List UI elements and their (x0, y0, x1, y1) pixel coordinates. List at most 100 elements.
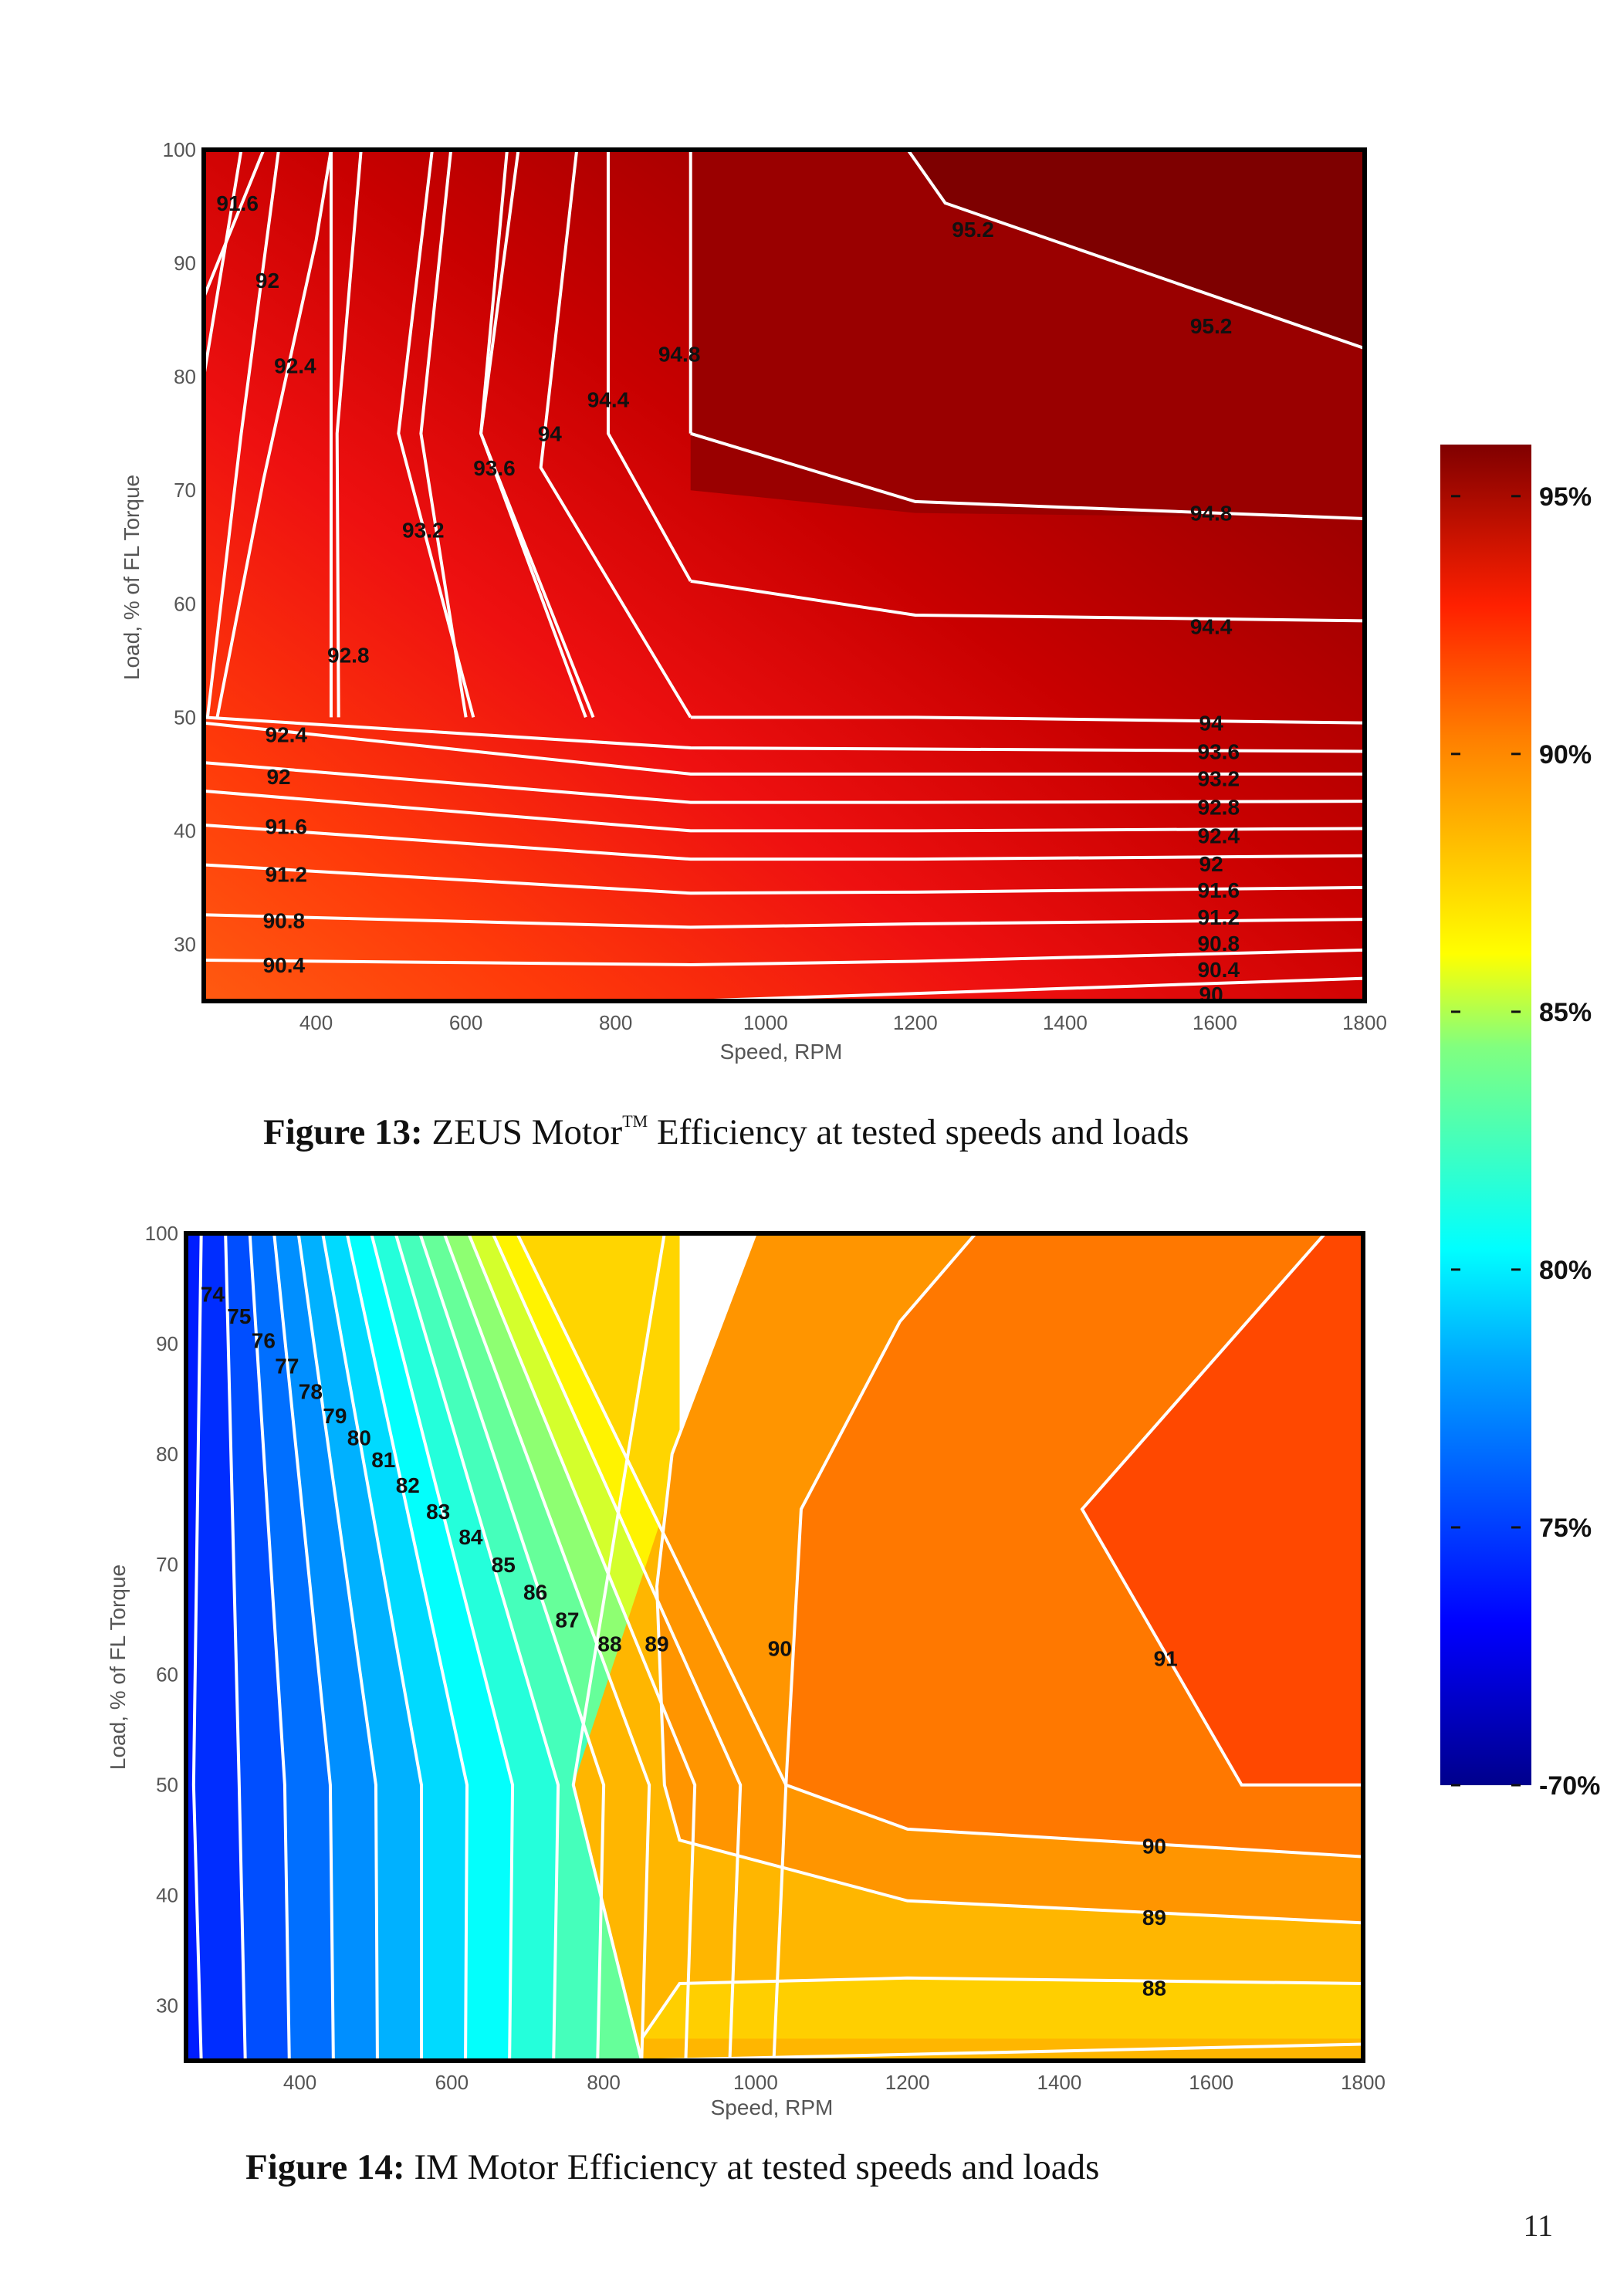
colorbar-tick-label: 80% (1539, 1256, 1592, 1285)
colorbar-ticks: 95% 90% 85% 80% 75% -70% (1451, 482, 1600, 1801)
y-tick-label: 60 (174, 592, 196, 615)
contour-line (606, 150, 692, 582)
contour-line (479, 150, 595, 719)
contour-label: 92 (1199, 852, 1223, 876)
colorbar-tick-label: 95% (1539, 482, 1592, 512)
contour-label: 91.6 (216, 191, 259, 215)
contour-line (539, 150, 692, 719)
contour-fill (323, 1233, 468, 2061)
colorbar-tick-label: 85% (1539, 998, 1592, 1027)
contour-line (1080, 1233, 1363, 1787)
contour-label: 90.4 (263, 953, 306, 977)
contour-line (204, 789, 1365, 833)
contour-fill (249, 1233, 333, 2061)
contour-label: 93.2 (402, 519, 445, 543)
x-axis-label: Speed, RPM (711, 2095, 834, 2119)
contour-line (690, 579, 1365, 623)
plot-frame (184, 1231, 1365, 2063)
contour-label: 93.2 (1198, 767, 1240, 791)
contour-line (296, 1233, 379, 2061)
contour-label: 82 (396, 1473, 420, 1497)
contour-line (394, 1233, 560, 2061)
zeus-efficiency-contour-chart: 91.69292.492.893.293.69494.494.895.295.2… (120, 138, 1387, 1064)
contour-fill (641, 1977, 1363, 2039)
figure-13-label: Figure 13: (263, 1112, 423, 1152)
contour-label: 94 (538, 422, 563, 446)
contour-label: 95.2 (952, 218, 994, 242)
contour-label: 88 (597, 1632, 621, 1656)
x-tick-label: 1800 (1342, 1011, 1387, 1034)
figure-13-caption: Figure 13: ZEUS MotorTM Efficiency at te… (263, 1111, 1189, 1153)
y-tick-label: 30 (156, 1994, 178, 2018)
contour-line (419, 150, 468, 718)
contour-line (571, 1233, 666, 2061)
contour-line (191, 1233, 203, 2061)
contour-label: 92 (266, 765, 290, 789)
contour-line (491, 1233, 743, 2061)
contour-line (248, 1233, 291, 2061)
y-tick-label: 50 (174, 705, 196, 729)
x-tick-label: 1000 (733, 2071, 778, 2094)
contour-fill (371, 1233, 559, 2061)
contour-label: 89 (645, 1632, 668, 1656)
contour-label: 90 (768, 1636, 792, 1660)
y-tick-label: 100 (163, 138, 196, 161)
y-tick-label: 90 (156, 1332, 178, 1355)
x-tick-labels: 400 600 800 1000 1200 1400 1600 1800 (299, 1011, 1387, 1034)
contour-line (418, 1233, 606, 2061)
y-tick-label: 70 (156, 1553, 178, 1576)
contour-lines (191, 1233, 1363, 2061)
x-axis-label: Speed, RPM (720, 1040, 843, 1064)
contour-line (204, 948, 1365, 966)
contour-label: 91 (1154, 1646, 1178, 1670)
contour-line (397, 150, 475, 718)
contour-label: 90 (1142, 1834, 1166, 1858)
contour-label: 90.4 (1198, 958, 1240, 982)
contour-fill (193, 1233, 245, 2061)
contour-line (204, 761, 1365, 804)
contour-label: 94.8 (658, 343, 701, 367)
contour-line (204, 824, 1365, 861)
y-axis-label: Load, % of FL Torque (120, 475, 144, 680)
figure-13-title-rest: Efficiency at tested speeds and loads (648, 1112, 1189, 1152)
x-tick-label: 1200 (885, 2071, 930, 2094)
contour-line (345, 1233, 469, 2061)
contour-fill (395, 1233, 604, 2061)
page-number: 11 (1523, 2208, 1553, 2243)
y-tick-label: 80 (156, 1443, 178, 1466)
contour-line (690, 715, 1365, 725)
x-tick-label: 1200 (893, 1011, 938, 1034)
y-tick-label: 30 (174, 932, 196, 956)
x-tick-label: 1800 (1341, 2071, 1385, 2094)
y-tick-label: 60 (156, 1663, 178, 1686)
contour-label: 90.8 (263, 909, 306, 933)
trademark-mark: TM (622, 1111, 648, 1131)
x-tick-label: 1400 (1043, 1011, 1088, 1034)
contour-label: 86 (523, 1581, 547, 1605)
x-tick-label: 600 (435, 2071, 469, 2094)
contour-line (784, 1233, 1363, 1859)
y-tick-labels: 100 90 80 70 60 50 40 30 (163, 138, 196, 956)
contour-line (655, 1233, 1363, 1925)
contour-label: 92.8 (327, 643, 370, 667)
contour-label: 83 (426, 1500, 450, 1524)
contour-lines (204, 150, 1365, 1001)
y-tick-label: 100 (145, 1222, 178, 1245)
y-tick-labels: 100 90 80 70 60 50 40 30 (145, 1222, 178, 2018)
contour-label: 84 (458, 1525, 483, 1549)
contour-line (224, 1233, 247, 2061)
contour-line (640, 1976, 1363, 2040)
contour-fill (1081, 1233, 1363, 1785)
x-tick-label: 800 (599, 1011, 632, 1034)
contour-line (205, 150, 281, 718)
contour-fill (274, 1233, 377, 2061)
contour-line (272, 1233, 335, 2061)
x-tick-labels: 400 600 800 1000 1200 1400 1600 1800 (283, 2071, 1385, 2094)
contour-label: 92.8 (1198, 796, 1240, 820)
contour-label: 94.4 (587, 388, 630, 412)
contour-label: 80 (347, 1426, 371, 1449)
x-tick-label: 1400 (1037, 2071, 1082, 2094)
figure-14-caption: Figure 14: IM Motor Efficiency at tested… (245, 2146, 1099, 2188)
